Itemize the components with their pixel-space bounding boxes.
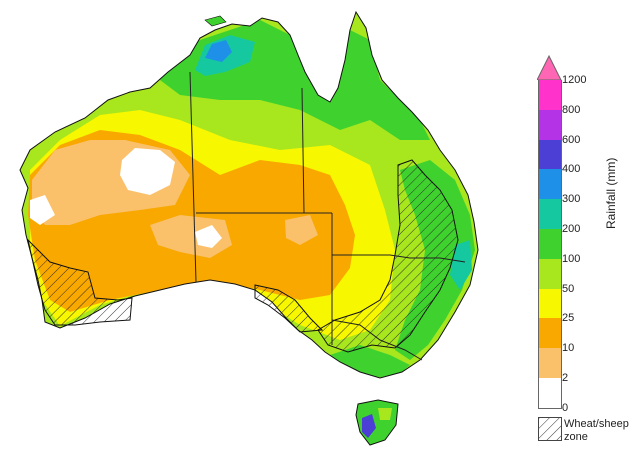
rain-zone-white-gibson (120, 148, 175, 195)
rain-zone-blue-topend (205, 40, 232, 62)
state-borders (189, 71, 466, 361)
legend-band (538, 109, 562, 140)
legend-tick-label: 100 (562, 252, 581, 265)
legend-arrow-shape (537, 54, 562, 80)
legend-tick-label: 200 (562, 223, 581, 235)
border-nt-qld (301, 87, 305, 214)
legend-tick-label: 300 (562, 193, 581, 206)
legend-band (538, 229, 562, 259)
legend-band (538, 169, 562, 200)
legend-band (538, 378, 562, 409)
rain-zone-lightorange-sa (285, 215, 318, 245)
rain-zone-white-west (30, 195, 55, 225)
wheat-sheep-zone-sa (254, 284, 324, 333)
wheat-sheep-zones (27, 159, 459, 353)
legend-tick-label: 25 (562, 312, 575, 325)
tasmania-blue (362, 414, 376, 438)
legend-tick-label: 400 (562, 163, 581, 176)
rain-zone-white-central (195, 225, 222, 248)
rainfall-legend: 1200 800 600 400 300 200 100 50 25 10 2 0 Rainfall … (532, 54, 640, 454)
legend-tick-label: 10 (562, 342, 575, 355)
rain-zone-green-southeast (330, 345, 410, 378)
hatch-label: Wheat/sheep zone (564, 418, 629, 443)
legend-tick-label: 50 (562, 282, 575, 295)
legend-band (538, 199, 562, 229)
rainfall-map (19, 11, 479, 446)
wheat-sheep-zone-wa (27, 238, 133, 326)
legend-title: Rainfall (mm) (604, 157, 618, 229)
legend-band (538, 318, 562, 349)
melville-island (204, 15, 227, 27)
legend-arrow-icon (537, 54, 562, 80)
legend-band (538, 258, 562, 289)
border-sa-qld-nsw (331, 213, 466, 263)
legend-band (538, 139, 562, 170)
tasmania (355, 399, 399, 446)
legend-tick-label: 800 (562, 103, 581, 116)
legend-band (538, 348, 562, 378)
tasmania-lime (378, 408, 392, 420)
hatch-swatch (538, 417, 562, 441)
border-nsw-vic (331, 319, 423, 361)
rain-zone-teal-eastcoast (450, 240, 472, 290)
legend-tick-label: 600 (562, 133, 581, 146)
legend-tick-label: 0 (562, 401, 569, 414)
legend-band (538, 80, 562, 110)
legend-tick-label: 1200 (562, 74, 587, 86)
border-wa-nt-sa (189, 71, 197, 283)
wheat-sheep-zone-east (317, 159, 459, 353)
legend-band (538, 288, 562, 319)
legend-tick-label: 2 (562, 372, 569, 384)
